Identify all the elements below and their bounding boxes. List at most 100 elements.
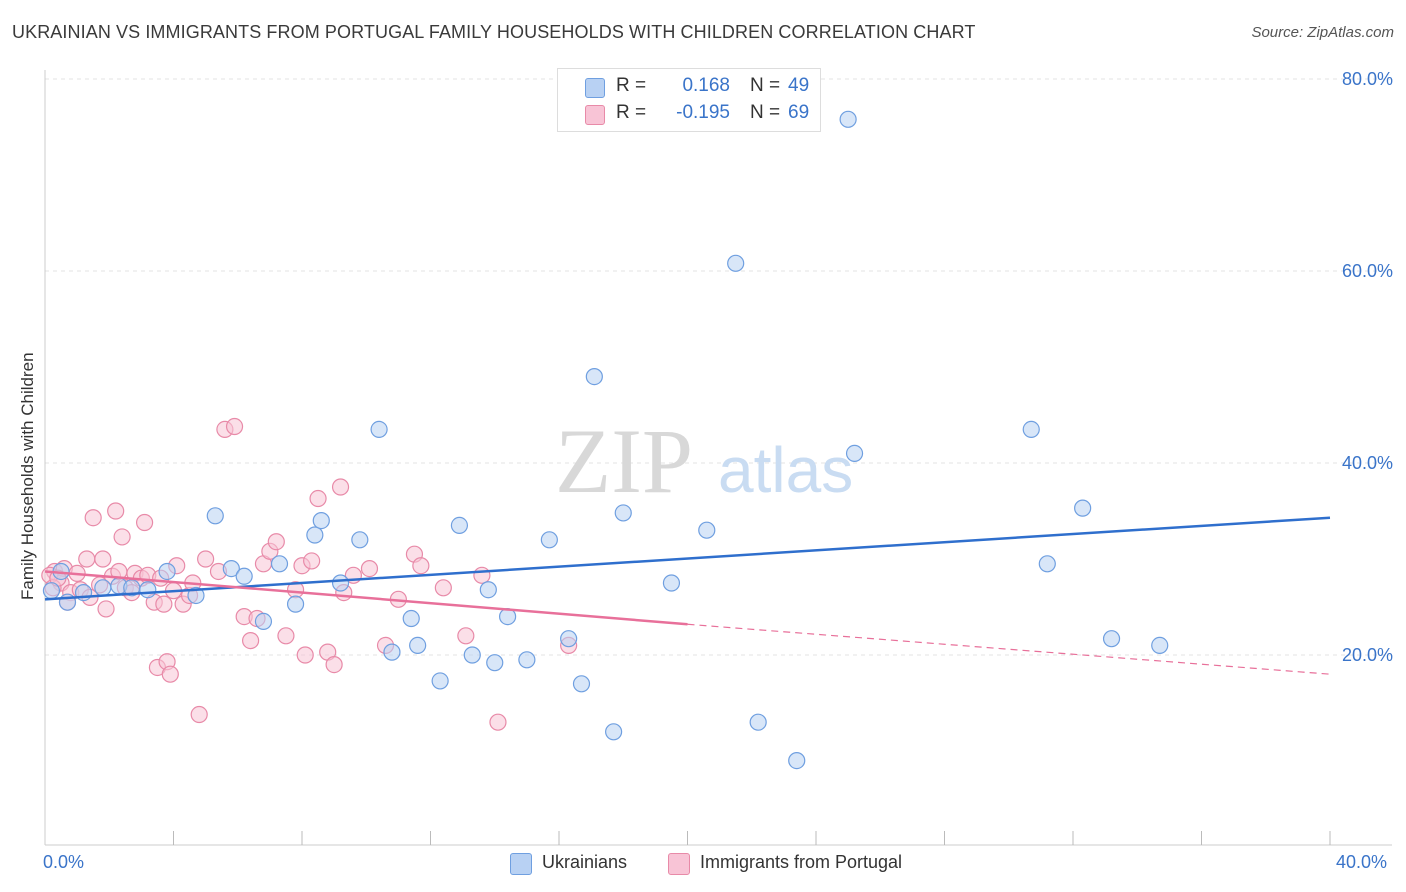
point-portugal (155, 595, 173, 613)
point-portugal (331, 478, 350, 496)
point-ukrainians (585, 368, 603, 386)
point-ukrainians (572, 675, 591, 693)
point-ukrainians (402, 609, 420, 628)
point-ukrainians (839, 110, 857, 128)
watermark-zip: ZIP (555, 410, 693, 512)
trend-lines (44, 516, 1331, 675)
point-portugal (242, 631, 260, 650)
bottom-legend-swatch-portugal (668, 853, 690, 875)
point-ukrainians (463, 646, 481, 664)
watermark-atlas: atlas (718, 434, 853, 506)
data-points (41, 110, 1169, 770)
point-portugal (325, 655, 343, 674)
point-ukrainians (486, 654, 504, 672)
point-portugal (161, 665, 179, 683)
trend-line-portugal (687, 623, 1331, 675)
point-ukrainians (312, 511, 330, 530)
legend-swatch-portugal (585, 105, 605, 125)
point-ukrainians (306, 526, 324, 544)
point-ukrainians (605, 723, 623, 741)
r-value: -0.195 (676, 102, 730, 123)
y-tick-label: 20.0% (1342, 645, 1393, 665)
point-portugal (277, 627, 295, 645)
point-ukrainians (1102, 630, 1121, 648)
point-ukrainians (94, 579, 112, 597)
bottom-legend-ukrainians: Ukrainians (542, 852, 628, 872)
point-ukrainians (222, 559, 240, 578)
point-portugal (457, 627, 475, 645)
point-ukrainians (662, 574, 681, 592)
chart-title: UKRAINIAN VS IMMIGRANTS FROM PORTUGAL FA… (12, 22, 976, 42)
point-ukrainians (383, 643, 401, 661)
r-label: R = (616, 75, 647, 96)
point-ukrainians (698, 521, 716, 539)
point-ukrainians (1022, 420, 1040, 438)
n-value: 69 (788, 102, 810, 123)
n-label: N = (750, 75, 781, 96)
point-portugal (135, 513, 154, 532)
point-portugal (412, 557, 430, 575)
point-portugal (360, 559, 379, 578)
point-portugal (434, 579, 452, 597)
point-ukrainians (286, 595, 305, 613)
trend-line-ukrainians (44, 516, 1331, 601)
point-ukrainians (409, 636, 427, 655)
axes (44, 70, 1392, 846)
y-axis-label: Family Households with Children (18, 352, 37, 600)
point-portugal (303, 552, 321, 570)
point-portugal (113, 528, 131, 546)
x-tick-label-max: 40.0% (1336, 852, 1388, 872)
point-ukrainians (749, 713, 767, 731)
point-portugal (296, 646, 314, 664)
point-portugal (107, 502, 125, 520)
stats-legend: R = 0.168 N = 49 R = -0.195 N = 69 (557, 68, 821, 132)
point-ukrainians (139, 581, 157, 599)
point-ukrainians (560, 630, 578, 648)
point-portugal (97, 600, 115, 618)
point-ukrainians (540, 531, 558, 549)
point-ukrainians (518, 651, 536, 669)
point-portugal (84, 509, 102, 527)
point-ukrainians (351, 531, 369, 549)
legend-row-portugal: R = -0.195 N = 69 (616, 102, 809, 126)
point-ukrainians (206, 507, 224, 525)
legend-swatch-ukrainians (585, 78, 605, 98)
point-ukrainians (788, 751, 806, 770)
point-ukrainians (370, 420, 388, 438)
bottom-legend-swatch-ukrainians (510, 853, 532, 875)
point-ukrainians (1074, 499, 1092, 517)
bottom-legend-portugal: Immigrants from Portugal (700, 852, 903, 872)
x-tick-label-min: 0.0% (43, 852, 85, 872)
n-label: N = (750, 102, 781, 123)
r-label: R = (616, 102, 647, 123)
legend-row-ukrainians: R = 0.168 N = 49 (616, 75, 809, 99)
point-portugal (473, 566, 491, 584)
point-ukrainians (42, 582, 61, 600)
point-portugal (267, 533, 285, 551)
y-tick-label: 60.0% (1342, 261, 1393, 281)
point-portugal (197, 550, 215, 568)
point-ukrainians (431, 672, 449, 690)
point-ukrainians (727, 254, 745, 272)
point-portugal (309, 489, 327, 508)
point-portugal (190, 705, 208, 724)
point-ukrainians (254, 612, 273, 631)
n-value: 49 (788, 75, 810, 96)
point-ukrainians (845, 444, 864, 462)
point-ukrainians (270, 555, 289, 573)
point-ukrainians (1151, 636, 1169, 655)
point-ukrainians (614, 504, 632, 522)
point-ukrainians (479, 581, 497, 599)
y-tick-label: 80.0% (1342, 69, 1393, 89)
y-tick-label: 40.0% (1342, 453, 1393, 473)
point-ukrainians (158, 562, 176, 581)
point-ukrainians (450, 516, 469, 535)
point-portugal (225, 417, 244, 436)
point-ukrainians (1038, 555, 1056, 573)
point-ukrainians (187, 586, 205, 605)
point-ukrainians (235, 567, 253, 585)
point-portugal (94, 550, 112, 568)
source-credit: Source: ZipAtlas.com (1251, 24, 1394, 41)
point-ukrainians (331, 574, 350, 592)
